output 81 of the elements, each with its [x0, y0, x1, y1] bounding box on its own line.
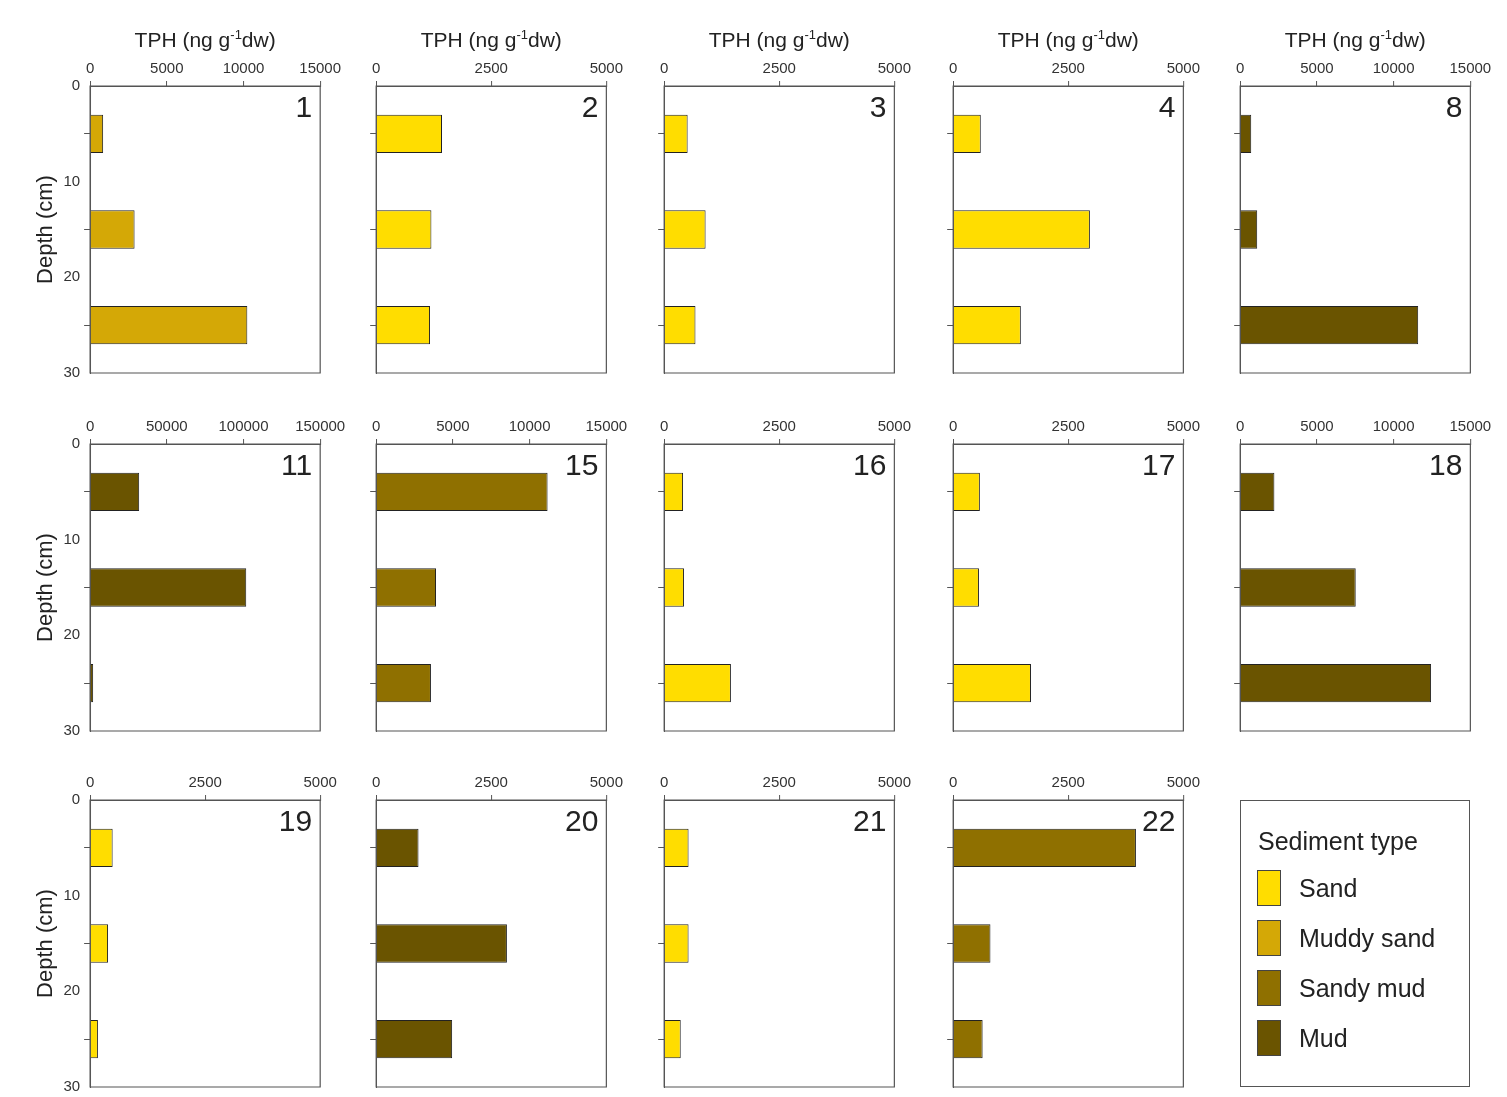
x-tick-label: 2500	[1051, 59, 1085, 77]
x-tick-label: 2500	[1051, 773, 1085, 791]
x-tick-label: 0	[1235, 417, 1245, 435]
y-tick-label: 20	[63, 981, 80, 999]
y-tick-label: 30	[63, 721, 80, 739]
x-tick-label: 100000	[218, 417, 269, 435]
x-tick-label: 10000	[1372, 417, 1415, 435]
legend-label: Sand	[1299, 873, 1358, 903]
x-tick-label: 5000	[589, 59, 623, 77]
x-tick-label: 15000	[585, 417, 628, 435]
x-tick-label: 5000	[303, 773, 337, 791]
chart-title: 20	[564, 804, 599, 838]
x-tick-label: 5000	[1166, 417, 1200, 435]
x-tick-label: 2500	[762, 773, 796, 791]
x-tick-label: 15000	[1449, 417, 1492, 435]
x-tick-label: 2500	[474, 773, 508, 791]
x-tick-label: 2500	[762, 59, 796, 77]
x-tick-label: 0	[659, 59, 669, 77]
x-tick-label: 5000	[1300, 417, 1334, 435]
legend-label: Muddy sand	[1299, 923, 1436, 953]
chart-title: 19	[278, 804, 313, 838]
x-tick-label: 15000	[1449, 59, 1492, 77]
legend-label: Mud	[1299, 1023, 1348, 1053]
y-axis-title: Depth (cm)	[32, 889, 58, 998]
y-tick-label: 20	[63, 267, 80, 285]
chart-title: 18	[1428, 448, 1463, 482]
y-axis-title: Depth (cm)	[32, 175, 58, 284]
x-tick-label: 0	[948, 417, 958, 435]
chart-title: 15	[564, 448, 599, 482]
chart-title: 2	[581, 90, 599, 124]
x-tick-label: 2500	[188, 773, 222, 791]
x-tick-label: 10000	[222, 59, 265, 77]
y-tick-label: 30	[63, 1077, 80, 1095]
x-tick-label: 5000	[150, 59, 184, 77]
x-tick-label: 5000	[877, 417, 911, 435]
x-tick-label: 10000	[1372, 59, 1415, 77]
x-tick-label: 5000	[1166, 59, 1200, 77]
x-tick-label: 15000	[299, 59, 341, 77]
x-tick-label: 0	[659, 773, 669, 791]
chart-title: 21	[852, 804, 887, 838]
legend-label: Sandy mud	[1299, 973, 1426, 1003]
chart-title: 17	[1141, 448, 1176, 482]
y-tick-label: 20	[63, 625, 80, 643]
x-tick-label: 0	[85, 417, 95, 435]
x-tick-label: 10000	[508, 417, 551, 435]
y-tick-label: 10	[63, 885, 80, 903]
x-tick-label: 0	[948, 773, 958, 791]
y-tick-label: 10	[63, 529, 80, 547]
x-tick-label: 0	[659, 417, 669, 435]
x-tick-label: 5000	[1166, 773, 1200, 791]
x-tick-label: 2500	[762, 417, 796, 435]
chart-title: 1	[295, 90, 313, 124]
y-tick-label: 30	[63, 363, 80, 381]
y-tick-label: 0	[71, 434, 80, 452]
x-tick-label: 0	[371, 59, 381, 77]
chart-title: 11	[280, 448, 313, 482]
chart-title: 4	[1158, 90, 1176, 124]
legend-title: Sediment type	[1258, 827, 1419, 856]
x-tick-label: 5000	[1300, 59, 1334, 77]
y-axis-title: Depth (cm)	[32, 533, 58, 642]
y-tick-label: 10	[63, 171, 80, 189]
y-tick-label: 0	[71, 790, 80, 808]
x-tick-label: 5000	[436, 417, 470, 435]
x-tick-label: 2500	[474, 59, 508, 77]
x-tick-label: 0	[371, 773, 381, 791]
x-tick-label: 50000	[145, 417, 188, 435]
x-tick-label: 0	[948, 59, 958, 77]
y-tick-label: 0	[71, 76, 80, 94]
x-tick-label: 0	[1235, 59, 1245, 77]
x-tick-label: 2500	[1051, 417, 1085, 435]
x-tick-label: 5000	[877, 59, 911, 77]
x-tick-label: 0	[85, 773, 95, 791]
x-tick-label: 0	[371, 417, 381, 435]
x-tick-label: 5000	[877, 773, 911, 791]
chart-title: 3	[869, 90, 887, 124]
chart-title: 8	[1445, 90, 1463, 124]
x-tick-label: 5000	[589, 773, 623, 791]
x-tick-label: 0	[85, 59, 95, 77]
chart-title: 16	[852, 448, 887, 482]
x-tick-label: 150000	[295, 417, 346, 435]
chart-title: 22	[1141, 804, 1176, 838]
